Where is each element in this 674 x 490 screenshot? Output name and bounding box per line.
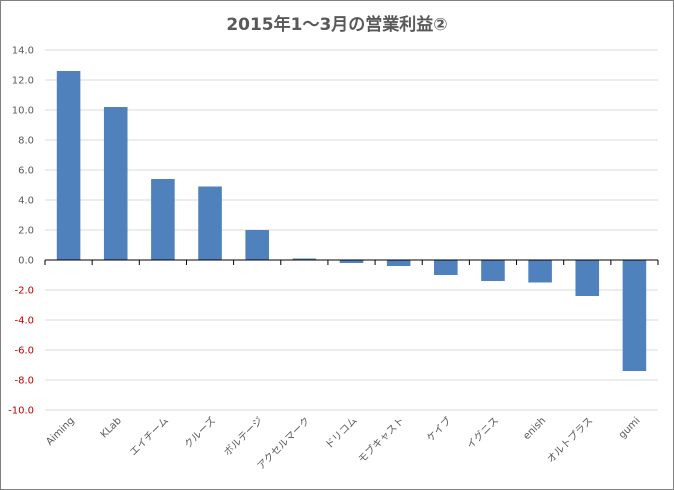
y-tick-label: -2.0 xyxy=(14,286,34,297)
bar xyxy=(386,260,411,266)
y-tick-labels: 14.0 12.0 10.0 8.0 6.0 4.0 2.0 0.0 -2.0 -4.0 -6.0 -… xyxy=(8,46,34,417)
y-tick-label: -8.0 xyxy=(14,376,34,387)
y-tick-label: -6.0 xyxy=(14,346,34,357)
y-tick-label: 2.0 xyxy=(18,226,34,237)
y-tick-label: 0.0 xyxy=(18,256,34,267)
x-tick-label: クルーズ xyxy=(181,414,218,451)
y-tick-label: -10.0 xyxy=(8,406,34,417)
bar xyxy=(575,260,600,296)
gridlines xyxy=(45,49,658,411)
x-tick-label: KLab xyxy=(99,415,124,440)
y-tick-label: 14.0 xyxy=(12,46,34,57)
bar xyxy=(245,230,269,260)
bar xyxy=(56,71,81,260)
x-tick-label: ボルテージ xyxy=(222,415,266,459)
x-tick-label: イグニス xyxy=(464,414,501,451)
bar xyxy=(292,258,317,260)
x-tick-label: ドリコム xyxy=(323,415,360,452)
x-tick-label: gumi xyxy=(617,415,643,441)
x-tick-label: モブキャスト xyxy=(355,414,407,466)
y-tick-label: 6.0 xyxy=(18,166,34,177)
y-tick-label: 10.0 xyxy=(12,106,34,117)
bar xyxy=(151,179,175,260)
y-tick-label: 4.0 xyxy=(18,196,34,207)
chart-title: 2015年1～3月の営業利益② xyxy=(226,15,448,35)
x-tick-label: Aiming xyxy=(44,415,76,447)
axes xyxy=(44,259,659,265)
bar xyxy=(103,107,128,260)
y-tick-label: -4.0 xyxy=(14,316,34,327)
bar xyxy=(622,260,647,371)
y-tick-label: 12.0 xyxy=(12,76,34,87)
bar xyxy=(198,186,222,260)
bar xyxy=(434,260,458,275)
bar xyxy=(481,260,505,281)
bars xyxy=(56,71,647,371)
y-tick-label: 8.0 xyxy=(18,136,34,147)
x-tick-label: エイチーム xyxy=(127,415,171,459)
x-tick-label: オルトプラス xyxy=(545,415,596,466)
x-tick-label: ケイブ xyxy=(424,414,454,444)
x-tick-label: enish xyxy=(521,415,548,442)
bar xyxy=(528,260,552,283)
bar xyxy=(339,260,364,263)
